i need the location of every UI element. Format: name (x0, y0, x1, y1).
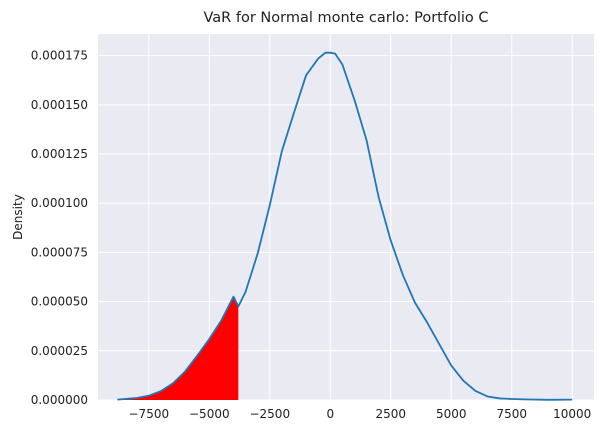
y-tick-labels: 0.000000 0.000025 0.000050 0.000075 0.000100… (31, 49, 88, 407)
x-tick-label: −7500 (129, 407, 170, 421)
y-tick-label: 0.000050 (31, 295, 88, 309)
y-tick-label: 0.000100 (31, 196, 88, 210)
density-lines (117, 51, 573, 401)
density-curve (117, 51, 573, 401)
x-tick-label: 2500 (375, 407, 406, 421)
x-tick-label: 5000 (436, 407, 467, 421)
x-tick-label: 0 (326, 407, 334, 421)
y-tick-label: 0.000175 (31, 49, 88, 63)
y-tick-label: 0.000025 (31, 344, 88, 358)
y-tick-label: 0.000125 (31, 147, 88, 161)
x-tick-label: −5000 (189, 407, 230, 421)
y-tick-label: 0.000000 (31, 393, 88, 407)
var-shaded-region (117, 296, 239, 400)
x-tick-label: −2500 (249, 407, 290, 421)
grid-lines (98, 34, 594, 401)
y-tick-label: 0.000150 (31, 98, 88, 112)
plot-background (98, 34, 594, 400)
x-tick-label: 7500 (496, 407, 527, 421)
x-tick-label: 10000 (553, 407, 591, 421)
y-axis-label: Density (11, 194, 25, 240)
chart-title: VaR for Normal monte carlo: Portfolio C (204, 10, 489, 26)
var-tail-area (117, 296, 239, 400)
x-tick-labels: −7500 −5000 −2500 0 2500 5000 7500 10000 (129, 407, 592, 421)
y-tick-label: 0.000075 (31, 245, 88, 259)
